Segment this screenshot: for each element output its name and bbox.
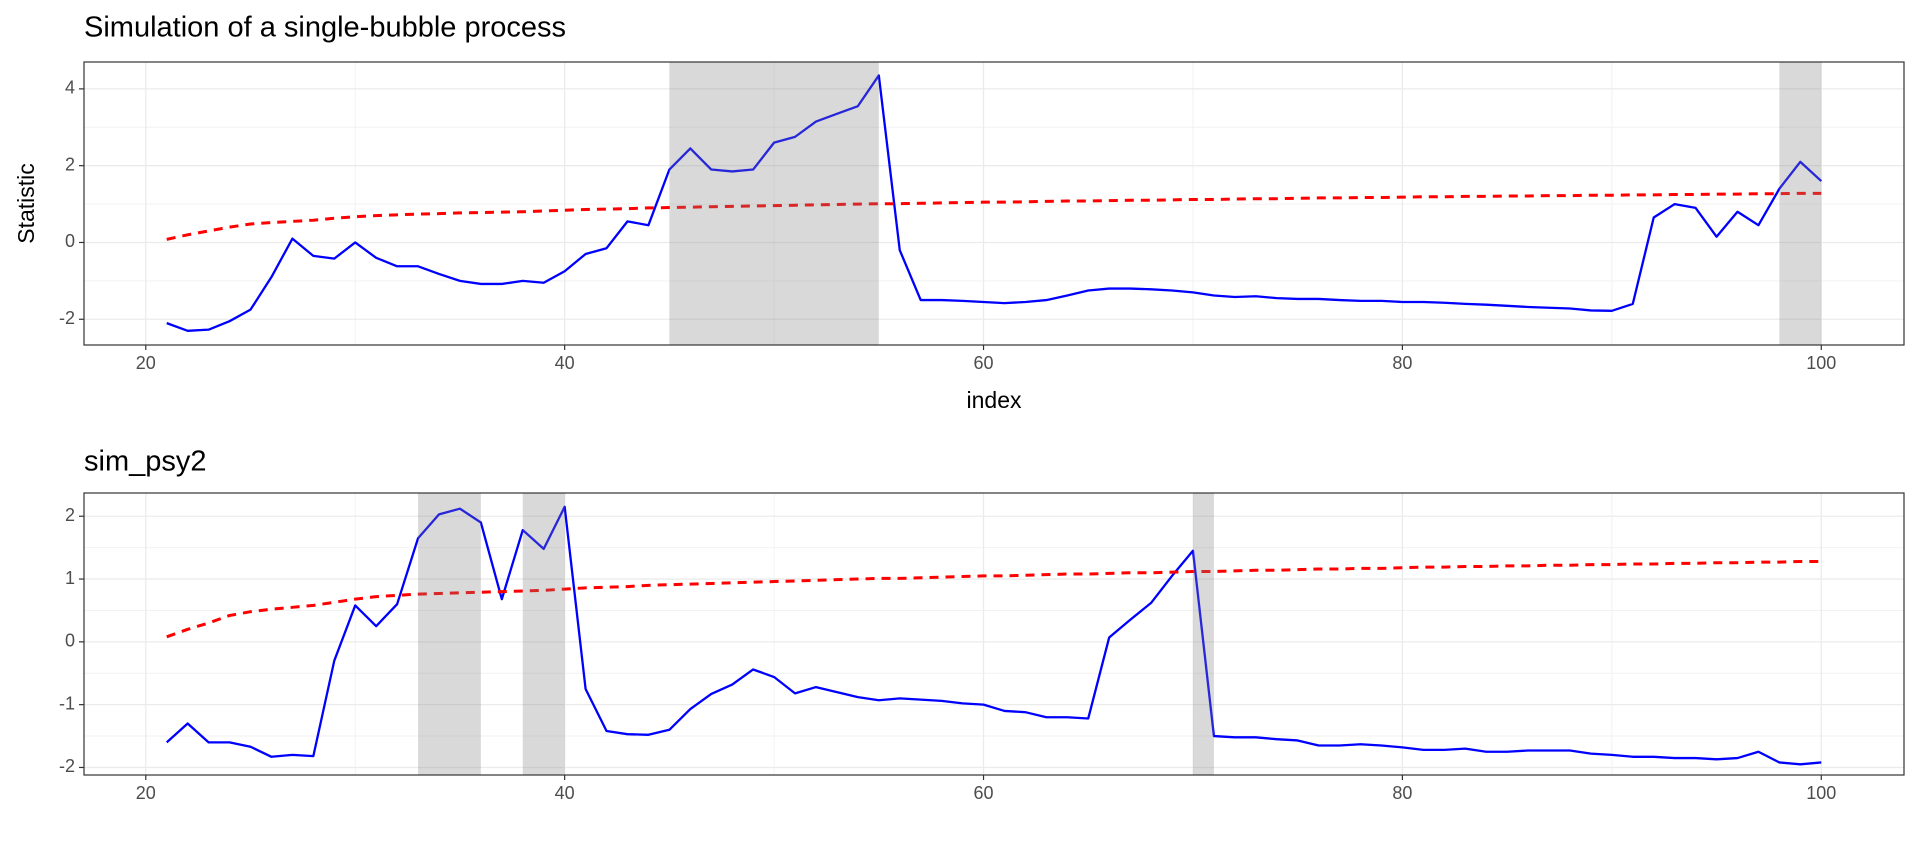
series-line <box>166 559 1822 639</box>
x-tick-label: 80 <box>1392 783 1412 803</box>
x-tick-label: 40 <box>555 783 575 803</box>
y-tick-label: 0 <box>65 231 75 251</box>
shaded-region <box>1192 493 1214 775</box>
y-tick-label: 2 <box>65 154 75 174</box>
x-tick-label: 20 <box>136 783 156 803</box>
chart-title: Simulation of a single-bubble process <box>84 12 566 44</box>
y-tick-label: 1 <box>65 568 75 588</box>
series-line <box>166 74 1823 332</box>
chart-title: sim_psy2 <box>84 446 207 478</box>
x-tick-label: 20 <box>136 353 156 373</box>
x-tick-label: 60 <box>974 783 994 803</box>
y-tick-label: -2 <box>59 756 75 776</box>
y-tick-label: 2 <box>65 505 75 525</box>
series-line <box>165 505 1822 766</box>
panel-border <box>83 492 1905 776</box>
x-tick-label: 100 <box>1806 353 1836 373</box>
series-line <box>166 191 1822 241</box>
panel-border <box>83 61 1905 346</box>
y-tick-label: 4 <box>65 78 75 98</box>
x-tick-label: 60 <box>974 353 994 373</box>
y-tick-label: 0 <box>65 631 75 651</box>
shaded-region <box>522 493 565 775</box>
x-tick-label: 80 <box>1392 353 1412 373</box>
x-axis-label: index <box>967 387 1022 413</box>
shaded-region <box>669 62 879 345</box>
y-tick-label: -1 <box>59 693 75 713</box>
y-tick-label: -2 <box>59 308 75 328</box>
y-axis-label: Statistic <box>13 163 39 244</box>
shaded-region <box>1779 62 1822 345</box>
x-tick-label: 40 <box>555 353 575 373</box>
x-tick-label: 100 <box>1806 783 1836 803</box>
shaded-region <box>418 493 481 775</box>
